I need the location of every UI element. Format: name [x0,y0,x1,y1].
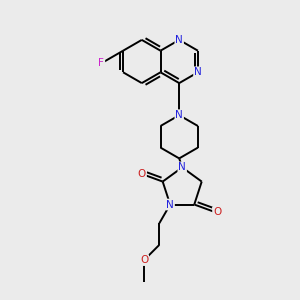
Text: N: N [166,200,174,209]
Text: N: N [178,162,186,172]
Text: O: O [138,169,146,179]
Text: N: N [194,67,202,77]
Text: O: O [213,207,221,218]
Text: F: F [98,58,104,68]
Text: N: N [175,110,183,120]
Text: O: O [140,255,148,265]
Text: N: N [175,35,183,45]
